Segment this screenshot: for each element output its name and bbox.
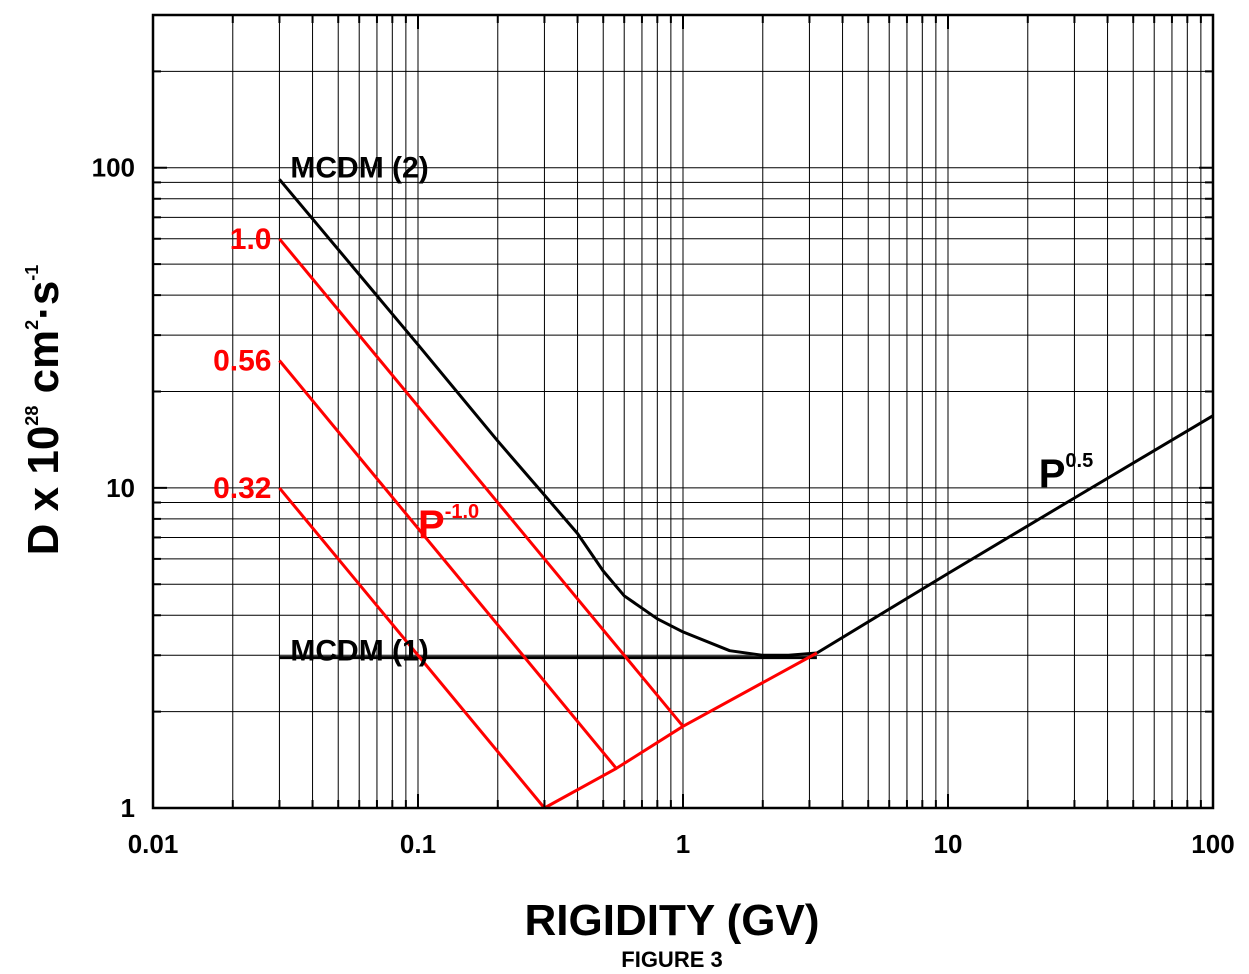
series-line [278,359,618,770]
y-axis-title-mid: cm [19,330,68,406]
annotation-label: P0.5 [1039,450,1094,496]
annotation-label: 0.32 [213,472,271,505]
annotation-label: P-1.0 [418,501,479,547]
series-line [278,237,685,728]
ticks [152,14,1214,809]
annotations: MCDM (2)MCDM (1)1.00.560.32P-1.0P0.5 [213,152,1093,668]
annotation-text: P [1039,452,1066,496]
annotation-text: MCDM (1) [290,635,428,668]
y-axis-title-exp1: 28 [22,406,42,426]
x-tick-label: 100 [1191,829,1234,859]
annotation-label: 1.0 [230,223,272,256]
annotation-superscript: -1.0 [445,501,479,523]
annotation-text: MCDM (2) [290,152,428,185]
x-axis-title: RIGIDITY (GV) [525,896,820,945]
annotation-text: 0.32 [213,472,271,505]
annotation-text: 0.56 [213,344,271,377]
y-axis-title-exp2: 2 [22,320,42,330]
annotation-text: 1.0 [230,223,272,256]
series-line [543,651,818,810]
grid [153,14,1213,809]
x-tick-label: 1 [676,829,690,859]
x-tick-label: 0.01 [128,829,179,859]
annotation-text: P [418,503,445,547]
y-axis-title: D x 1028 cm2·s-1 [19,265,68,556]
x-tick-label: 0.1 [400,829,436,859]
series-layer [278,178,1214,810]
y-axis-title-exp3: -1 [22,265,42,281]
annotation-label: 0.56 [213,344,271,377]
annotation-label: MCDM (1) [290,635,428,668]
series-line [278,178,818,657]
series-line [278,486,546,809]
y-tick-label: 10 [106,473,135,503]
y-tick-label: 100 [92,153,135,183]
y-axis-title-base: D x 10 [19,426,68,556]
y-axis-title-mid2: ·s [19,281,68,320]
tick-labels: 0.01 0.1 1 10 100 1 10 100 [92,153,1235,859]
series-line [816,414,1214,655]
x-tick-label: 10 [934,829,963,859]
figure-caption: FIGURE 3 [621,947,722,972]
y-tick-label: 1 [121,793,135,823]
annotation-label: MCDM (2) [290,152,428,185]
annotation-superscript: 0.5 [1065,450,1093,472]
